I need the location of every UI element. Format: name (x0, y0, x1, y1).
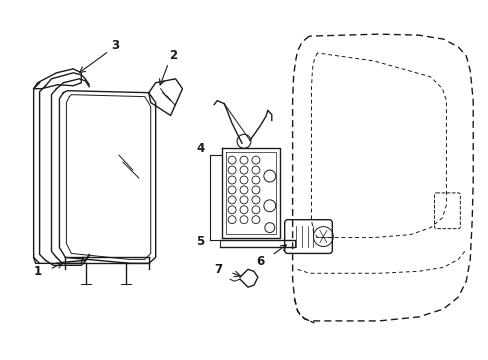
FancyBboxPatch shape (284, 220, 332, 253)
Text: 2: 2 (169, 49, 177, 63)
Text: 4: 4 (196, 142, 204, 155)
Text: 6: 6 (255, 255, 264, 268)
Text: 5: 5 (196, 235, 204, 248)
FancyBboxPatch shape (434, 193, 459, 229)
Text: 3: 3 (111, 39, 119, 51)
Text: 7: 7 (214, 263, 222, 276)
Text: 1: 1 (34, 265, 41, 278)
